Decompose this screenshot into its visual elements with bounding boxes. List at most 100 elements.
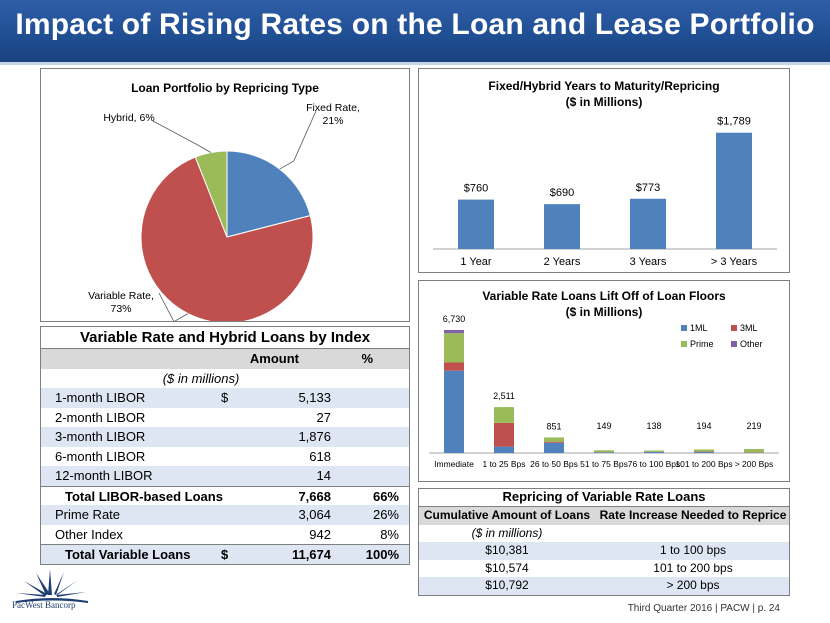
floors-chart-title: Variable Rate Loans Lift Off of Loan Flo…	[482, 289, 726, 303]
index-row-label: Total Variable Loans	[65, 547, 191, 562]
floor-bar-segment	[744, 448, 764, 453]
maturity-bar	[458, 199, 494, 249]
floor-category-label: 1 to 25 Bps	[482, 459, 525, 469]
reprice-rate: 1 to 100 bps	[659, 543, 727, 557]
legend-swatch	[681, 325, 687, 331]
index-row: 6-month LIBOR 618	[41, 447, 409, 467]
index-row-amount: 7,668	[298, 488, 331, 504]
index-row-label: 1-month LIBOR	[55, 390, 146, 405]
maturity-category-label: 3 Years	[630, 256, 667, 268]
logo-text: PacWest Bancorp	[12, 600, 76, 610]
col-amount-header: Amount	[249, 351, 299, 366]
floors-chart-panel: Variable Rate Loans Lift Off of Loan Flo…	[418, 280, 790, 482]
floor-bar-segment	[544, 437, 564, 442]
reprice-amount: $10,381	[485, 543, 529, 557]
maturity-chart-panel: Fixed/Hybrid Years to Maturity/Repricing…	[418, 68, 790, 273]
floor-category-label: 51 to 75 Bps	[580, 459, 628, 469]
index-row-amount: 11,674	[291, 547, 331, 562]
index-row: Total Variable Loans $11,674 100%	[41, 544, 409, 564]
index-row-amount: 1,876	[298, 429, 331, 444]
index-row-amount: 3,064	[298, 507, 331, 522]
index-row-label: Other Index	[55, 526, 123, 542]
floor-bar-segment	[444, 329, 464, 334]
reprice-table-title: Repricing of Variable Rate Loans	[418, 488, 790, 506]
index-row-label: 3-month LIBOR	[55, 429, 146, 444]
floor-category-label: Immediate	[434, 459, 474, 469]
floor-bar-segment	[444, 333, 464, 363]
reprice-row: $10,381 1 to 100 bps	[419, 542, 789, 560]
legend-label: 1ML	[690, 323, 708, 333]
floor-bar-total-label: 219	[746, 421, 761, 431]
floor-category-label: 26 to 50 Bps	[530, 459, 578, 469]
legend-swatch	[731, 341, 737, 347]
pie-chart: Fixed Rate, 21% Variable Rate, 73% Hybrid, 6…	[88, 102, 360, 321]
legend-label: Prime	[690, 339, 714, 349]
reprice-table-header: Cumulative Amount of Loans Rate Increase…	[419, 507, 789, 525]
index-row-amount: 14	[316, 468, 331, 483]
floor-bar-segment	[544, 441, 564, 443]
pie-slice	[226, 150, 311, 238]
maturity-category-label: 2 Years	[544, 256, 581, 268]
reprice-row: $10,574 101 to 200 bps	[419, 560, 789, 578]
maturity-bar-label: $760	[464, 183, 488, 195]
index-row-label: 2-month LIBOR	[55, 409, 146, 425]
floor-bar-segment	[494, 407, 514, 423]
index-row: 1-month LIBOR $5,133	[41, 388, 409, 408]
reprice-amount: $10,574	[485, 560, 529, 575]
pie-leader-line	[152, 120, 212, 153]
maturity-bar	[716, 132, 752, 249]
title-banner	[0, 0, 830, 62]
pie-slice-label: Fixed Rate, 21%	[306, 102, 360, 127]
index-row: Total LIBOR-based Loans 7,668 66%	[41, 485, 409, 506]
pie-slice-label: Variable Rate, 73%	[88, 290, 154, 315]
maturity-bar-chart: $760 1 Year $690 2 Years $773 3 Years $1,789 > …	[433, 116, 777, 268]
index-row-pct: 100%	[365, 547, 399, 562]
pie-slice	[194, 150, 228, 238]
reprice-rate: > 200 bps	[666, 578, 720, 592]
floors-stacked-chart: 6,730 Immediate 2,511 1 to 25 Bps 851 26 to 5…	[429, 314, 779, 469]
floors-chart-subtitle: ($ in Millions)	[565, 305, 643, 319]
floor-bar-segment	[494, 422, 514, 447]
col-pct-header: %	[361, 351, 373, 366]
floor-bar-total-label: 138	[646, 421, 661, 431]
maturity-category-label: 1 Year	[460, 256, 492, 268]
index-row: Other Index 942 8%	[41, 525, 409, 545]
index-row: Prime Rate 3,064 26%	[41, 505, 409, 525]
floor-bar-total-label: 149	[596, 421, 611, 431]
index-row-pct: 26%	[372, 507, 399, 522]
index-table-subheader: ($ in millions)	[162, 370, 240, 386]
floor-bar-segment	[494, 446, 514, 453]
slide-title: Impact of Rising Rates on the Loan and L…	[15, 8, 815, 41]
maturity-bar	[544, 204, 580, 249]
reprice-row: $10,792 > 200 bps	[419, 577, 789, 595]
floor-category-label: > 200 Bps	[735, 459, 774, 469]
floor-category-label: 76 to 100 Bps	[628, 459, 680, 469]
pie-leader-line	[158, 292, 189, 321]
index-row-amount: 27	[316, 409, 331, 425]
floor-bar-segment	[444, 362, 464, 371]
floor-category-label: 101 to 200 Bps	[675, 459, 732, 469]
pie-slice-label: Hybrid, 6%	[103, 112, 154, 124]
col-cumulative-header: Cumulative Amount of Loans	[423, 508, 591, 522]
reprice-rate: 101 to 200 bps	[653, 560, 733, 575]
floor-bar-segment	[644, 450, 664, 452]
maturity-bar-label: $773	[636, 182, 660, 194]
index-row-currency: $	[221, 547, 229, 562]
index-row: 12-month LIBOR 14	[41, 466, 409, 486]
pacwest-logo-icon	[16, 569, 88, 603]
maturity-bar-label: $690	[550, 187, 574, 199]
reprice-amount: $10,792	[485, 578, 529, 592]
index-row-label: 6-month LIBOR	[55, 448, 146, 464]
pie-chart-title: Loan Portfolio by Repricing Type	[131, 81, 319, 95]
maturity-bar-label: $1,789	[717, 116, 751, 128]
floor-bar-segment	[544, 442, 564, 453]
index-row-label: Total LIBOR-based Loans	[65, 488, 223, 504]
index-row-pct: 66%	[372, 488, 399, 504]
reprice-table-subheader: ($ in millions)	[471, 525, 543, 540]
col-rate-header: Rate Increase Needed to Reprice	[599, 508, 787, 522]
index-table-title: Variable Rate and Hybrid Loans by Index	[40, 326, 410, 348]
floor-bar-segment	[694, 451, 714, 453]
index-row-currency: $	[221, 390, 229, 405]
reprice-table: Cumulative Amount of Loans Rate Increase…	[418, 506, 790, 596]
maturity-chart-subtitle: ($ in Millions)	[565, 95, 643, 109]
